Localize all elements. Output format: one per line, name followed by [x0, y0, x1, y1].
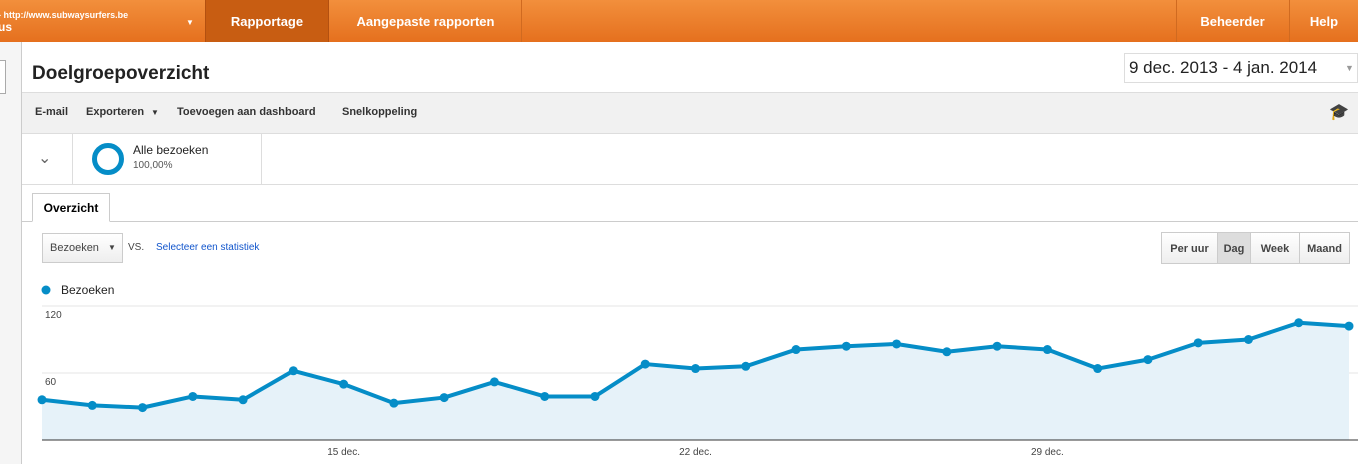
point: [640, 359, 650, 369]
line: [41, 320, 1350, 410]
toolbar-item[interactable]: Toevoegen aan dashboard: [177, 106, 316, 118]
period-button[interactable]: Dag: [1217, 232, 1251, 264]
select-metric[interactable]: Selecteer een statistiek: [156, 242, 260, 253]
period-button[interactable]: Maand: [1299, 232, 1350, 264]
dropdown-arrow: ▼: [186, 18, 194, 27]
point: [389, 398, 399, 408]
sidebar: [0, 42, 22, 464]
academy-icon: 🎓: [1329, 104, 1349, 121]
search-box[interactable]: [0, 60, 6, 94]
point: [339, 379, 349, 389]
y-tick-label: 60: [45, 377, 57, 388]
nav-item[interactable]: Rapportage: [205, 0, 329, 42]
point: [942, 347, 952, 357]
point: [238, 395, 248, 405]
point: [741, 361, 751, 371]
point: [992, 341, 1002, 351]
point: [791, 345, 801, 355]
nav-item[interactable]: Aangepaste rapporten: [330, 0, 522, 42]
x-tick-label: 29 dec.: [1031, 447, 1064, 458]
area: [42, 322, 1349, 440]
point: [892, 339, 902, 349]
toolbar-item[interactable]: Snelkoppeling: [342, 106, 418, 118]
top-bar: - http://www.subwaysurfers.be us ▼ Rappo…: [0, 0, 1358, 42]
segment-share: 100,00%: [133, 160, 173, 171]
nav-item[interactable]: Beheerder: [1176, 0, 1288, 42]
point: [188, 391, 198, 401]
period-button[interactable]: Week: [1250, 232, 1300, 264]
metric-label: Bezoeken: [50, 242, 99, 254]
point: [1193, 338, 1203, 348]
point: [1093, 364, 1103, 374]
point: [841, 341, 851, 351]
metric-select[interactable]: Bezoeken ▼: [42, 233, 123, 263]
point: [590, 391, 600, 401]
point: [439, 393, 449, 403]
tab[interactable]: Overzicht: [32, 193, 110, 222]
expand-icon[interactable]: ⌄: [38, 150, 52, 167]
toolbar: [22, 92, 1358, 134]
date-range: 9 dec. 2013 - 4 jan. 2014: [1129, 58, 1318, 77]
point: [691, 364, 700, 374]
site-url: - http://www.subwaysurfers.be: [0, 10, 129, 20]
x-tick-label: 22 dec.: [679, 447, 712, 458]
x-tick-label: 15 dec.: [327, 447, 360, 458]
point: [489, 377, 499, 387]
point: [288, 366, 298, 376]
segment-ring: [92, 143, 124, 175]
point: [1344, 321, 1354, 331]
point: [87, 400, 97, 410]
vs-label: VS.: [128, 242, 145, 253]
page-title: Doelgroepoverzicht: [32, 63, 210, 84]
legend-marker: [41, 285, 51, 295]
y-tick-label: 120: [45, 310, 62, 321]
point: [1294, 318, 1304, 328]
segment-bar: ⌄ Alle bezoeken 100,00%: [22, 134, 1358, 185]
point: [37, 395, 47, 405]
tab-line: [22, 221, 1358, 222]
point: [1143, 355, 1153, 365]
date-picker[interactable]: 9 dec. 2013 - 4 jan. 2014 ▼: [1124, 53, 1358, 83]
point: [1243, 335, 1253, 344]
site-name: us: [0, 20, 13, 34]
point: [138, 403, 148, 413]
nav-item[interactable]: Help: [1289, 0, 1358, 42]
segment-name: Alle bezoeken: [133, 143, 209, 157]
toolbar-item[interactable]: E-mail: [35, 106, 69, 118]
point: [540, 391, 550, 401]
period-button[interactable]: Per uur: [1161, 232, 1218, 264]
legend-label: Bezoeken: [61, 283, 114, 297]
segment[interactable]: Alle bezoeken 100,00%: [72, 134, 262, 184]
point: [1042, 345, 1052, 355]
toolbar-item[interactable]: Exporteren: [86, 106, 145, 118]
